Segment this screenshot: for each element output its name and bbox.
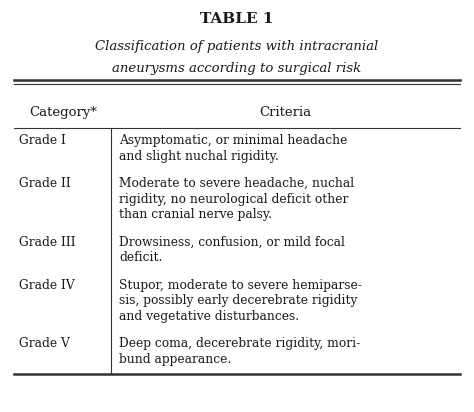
Text: Grade V: Grade V	[19, 337, 70, 350]
Text: Grade III: Grade III	[19, 236, 76, 248]
Text: Drowsiness, confusion, or mild focal
deficit.: Drowsiness, confusion, or mild focal def…	[119, 236, 345, 264]
Text: Category*: Category*	[29, 106, 97, 119]
Text: Grade IV: Grade IV	[19, 279, 75, 292]
Text: Classification of patients with intracranial: Classification of patients with intracra…	[95, 40, 379, 53]
Text: Asymptomatic, or minimal headache
and slight nuchal rigidity.: Asymptomatic, or minimal headache and sl…	[119, 134, 348, 162]
Text: Criteria: Criteria	[260, 106, 311, 119]
Text: Grade I: Grade I	[19, 134, 66, 147]
Text: aneurysms according to surgical risk: aneurysms according to surgical risk	[112, 62, 362, 75]
Text: Grade II: Grade II	[19, 177, 71, 190]
Text: TABLE 1: TABLE 1	[200, 12, 274, 26]
Text: Moderate to severe headache, nuchal
rigidity, no neurological deficit other
than: Moderate to severe headache, nuchal rigi…	[119, 177, 355, 221]
Text: Stupor, moderate to severe hemiparse-
sis, possibly early decerebrate rigidity
a: Stupor, moderate to severe hemiparse- si…	[119, 279, 362, 323]
Text: Deep coma, decerebrate rigidity, mori-
bund appearance.: Deep coma, decerebrate rigidity, mori- b…	[119, 337, 361, 365]
